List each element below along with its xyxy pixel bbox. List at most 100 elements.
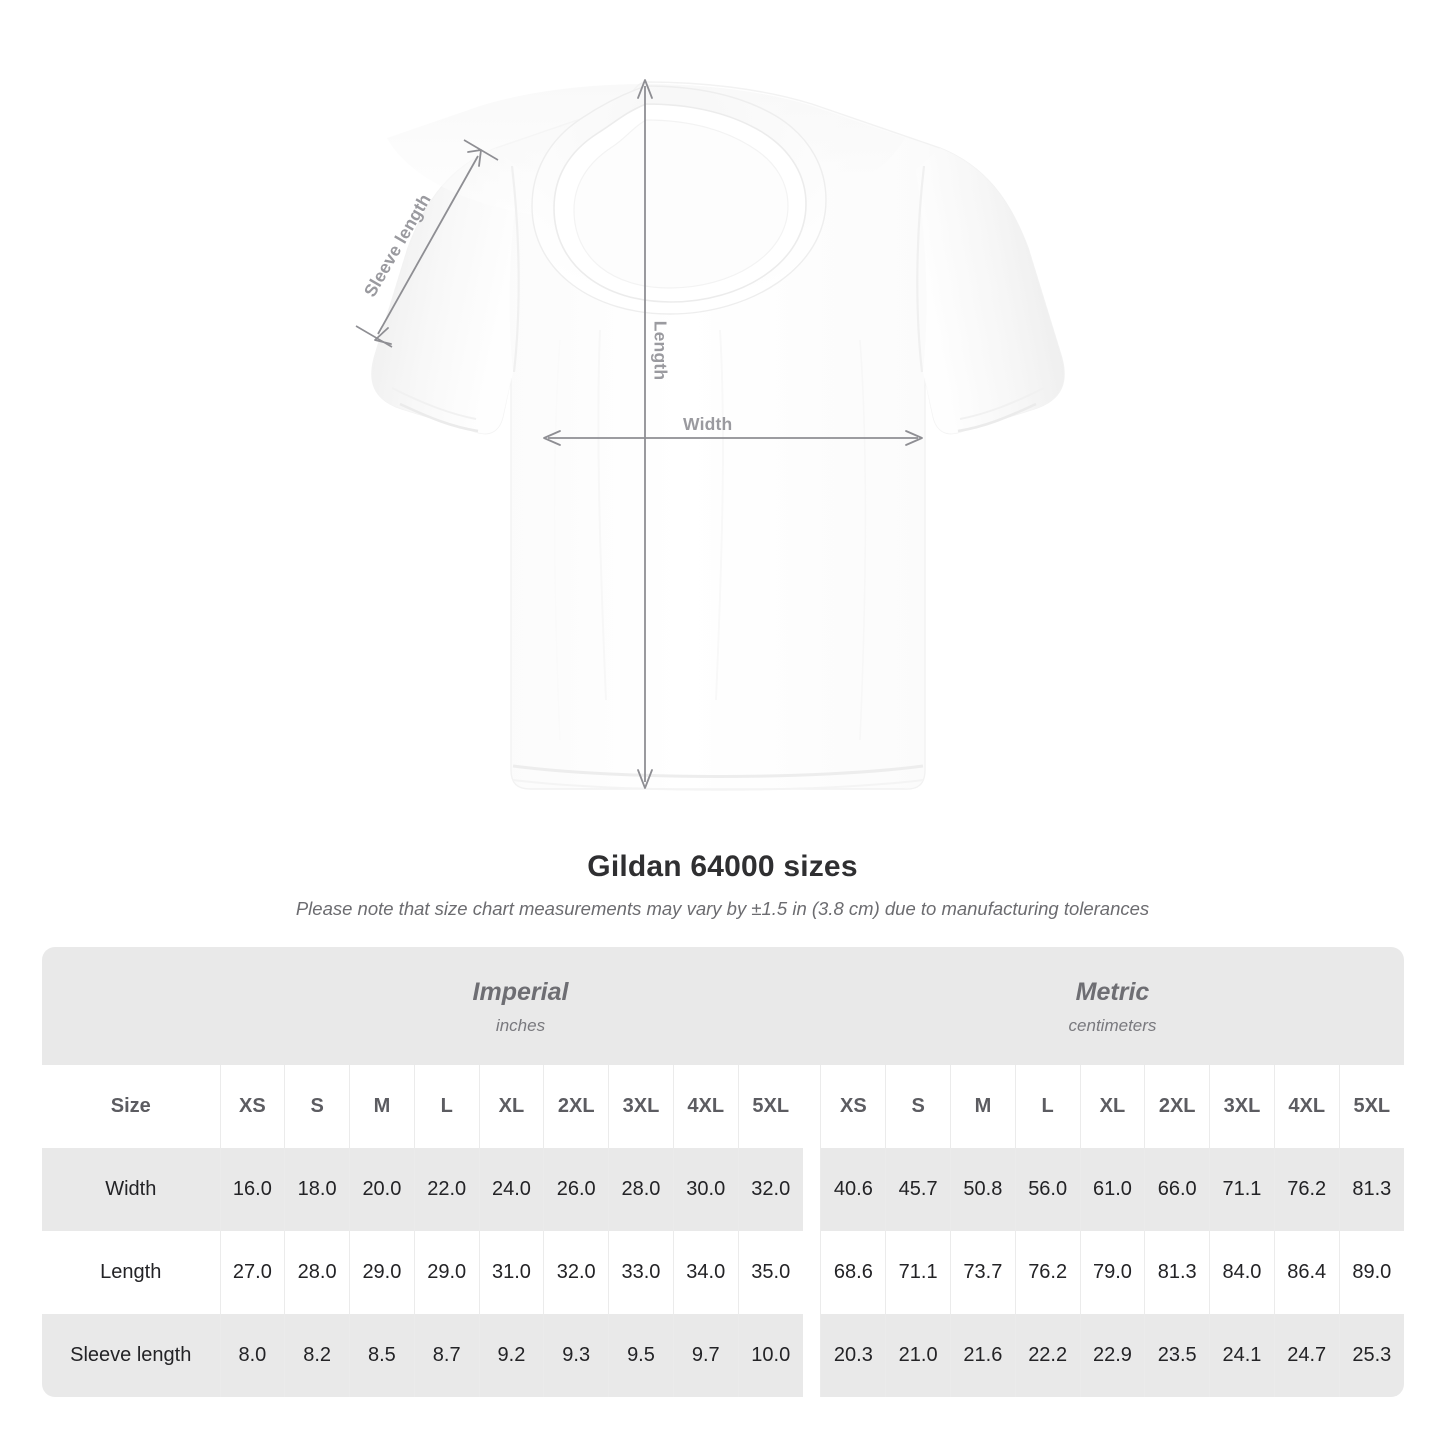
size-header-metric-XL: XL [1079, 1065, 1145, 1148]
cell-sleeve-length-imperial-L: 8.7 [413, 1314, 480, 1397]
cell-length-imperial-3XL: 33.0 [608, 1231, 674, 1314]
size-header-metric-5XL: 5XL [1338, 1065, 1404, 1148]
cell-width-metric-3XL: 71.1 [1209, 1148, 1275, 1231]
cell-width-imperial-S: 18.0 [284, 1148, 350, 1231]
cell-length-imperial-XL: 31.0 [478, 1231, 544, 1314]
unit-header-spacer [42, 947, 220, 1065]
cell-width-imperial-XS: 16.0 [219, 1148, 285, 1231]
size-header-row: Size XS S M L XL 2XL 3XL 4XL 5XL XS S M L XL 2XL 3XL 4XL 5… [42, 1065, 1404, 1148]
unit-measure-name: inches [495, 1015, 546, 1035]
cell-length-imperial-4XL: 34.0 [672, 1231, 739, 1314]
cell-sleeve-length-imperial-2XL: 9.3 [543, 1314, 609, 1397]
cell-sleeve-length-imperial-XS: 8.0 [219, 1314, 285, 1397]
size-header-metric-4XL: 4XL [1273, 1065, 1340, 1148]
cell-width-metric-XL: 61.0 [1079, 1148, 1145, 1231]
cell-width-imperial-5XL: 32.0 [737, 1148, 803, 1231]
size-header-metric-S: S [885, 1065, 951, 1148]
measurement-annotations [355, 79, 923, 789]
unit-gap-cell [802, 1148, 821, 1231]
size-header-imperial-M: M [349, 1065, 415, 1148]
cell-width-metric-4XL: 76.2 [1273, 1148, 1340, 1231]
cell-length-imperial-2XL: 32.0 [543, 1231, 609, 1314]
cell-length-imperial-XS: 27.0 [219, 1231, 285, 1314]
size-header-metric-M: M [950, 1065, 1016, 1148]
table-row: Width 16.0 18.0 20.0 22.0 24.0 26.0 28.0 30.0 32.… [42, 1148, 1404, 1231]
size-header-imperial-S: S [284, 1065, 350, 1148]
cell-sleeve-length-metric-5XL: 25.3 [1338, 1314, 1404, 1397]
size-chart-table: Imperial inches Metric centimeters Size XS S M L… [42, 947, 1404, 1397]
cell-width-metric-XS: 40.6 [820, 1148, 886, 1231]
unit-header-imperial: Imperial inches [220, 947, 821, 1065]
size-header-imperial-2XL: 2XL [543, 1065, 609, 1148]
sleeve-length-dimension-arrow [355, 139, 499, 348]
size-header-imperial-5XL: 5XL [737, 1065, 803, 1148]
cell-sleeve-length-imperial-M: 8.5 [349, 1314, 415, 1397]
tshirt-illustration [355, 79, 1065, 791]
cell-length-metric-S: 71.1 [885, 1231, 951, 1314]
size-header-imperial-L: L [413, 1065, 480, 1148]
unit-measure-name: centimeters [1068, 1015, 1157, 1035]
cell-length-metric-2XL: 81.3 [1144, 1231, 1210, 1314]
table-row: Sleeve length 8.0 8.2 8.5 8.7 9.2 9.3 9.5 9.7 10.… [42, 1314, 1404, 1397]
cell-width-imperial-4XL: 30.0 [672, 1148, 739, 1231]
tolerance-note: Please note that size chart measurements… [295, 898, 1150, 919]
size-header-imperial-XL: XL [478, 1065, 544, 1148]
cell-sleeve-length-imperial-XL: 9.2 [478, 1314, 544, 1397]
size-header-metric-2XL: 2XL [1144, 1065, 1210, 1148]
cell-sleeve-length-metric-4XL: 24.7 [1273, 1314, 1340, 1397]
cell-length-metric-M: 73.7 [950, 1231, 1016, 1314]
unit-system-name: Imperial [472, 977, 569, 1006]
size-header-metric-3XL: 3XL [1209, 1065, 1275, 1148]
cell-width-metric-L: 56.0 [1014, 1148, 1081, 1231]
cell-sleeve-length-metric-M: 21.6 [950, 1314, 1016, 1397]
cell-sleeve-length-metric-XL: 22.9 [1079, 1314, 1145, 1397]
garment-shape [371, 81, 1065, 791]
cell-sleeve-length-metric-S: 21.0 [885, 1314, 951, 1397]
size-chart-table-container: Imperial inches Metric centimeters Size XS S M L… [42, 947, 1404, 1397]
length-dimension-arrow [637, 79, 653, 789]
cell-width-metric-M: 50.8 [950, 1148, 1016, 1231]
cell-sleeve-length-metric-XS: 20.3 [820, 1314, 886, 1397]
size-header-label: Size [42, 1065, 220, 1148]
cell-length-metric-XS: 68.6 [820, 1231, 886, 1314]
cell-sleeve-length-imperial-4XL: 9.7 [672, 1314, 739, 1397]
row-label-width: Width [42, 1148, 220, 1231]
cell-length-imperial-L: 29.0 [413, 1231, 480, 1314]
cell-sleeve-length-metric-3XL: 24.1 [1209, 1314, 1275, 1397]
cell-length-metric-XL: 79.0 [1079, 1231, 1145, 1314]
cell-length-metric-3XL: 84.0 [1209, 1231, 1275, 1314]
cell-length-imperial-M: 29.0 [349, 1231, 415, 1314]
size-header-metric-XS: XS [820, 1065, 886, 1148]
page-title: Gildan 64000 sizes [587, 850, 858, 883]
size-header-imperial-3XL: 3XL [608, 1065, 674, 1148]
unit-system-name: Metric [1075, 977, 1150, 1006]
row-label-sleeve-length: Sleeve length [42, 1314, 220, 1397]
cell-width-imperial-M: 20.0 [349, 1148, 415, 1231]
unit-gap-cell [802, 1065, 821, 1148]
cell-sleeve-length-metric-L: 22.2 [1014, 1314, 1081, 1397]
cell-length-imperial-S: 28.0 [284, 1231, 350, 1314]
cell-length-metric-5XL: 89.0 [1338, 1231, 1404, 1314]
unit-header-metric: Metric centimeters [820, 947, 1404, 1065]
tshirt-measurement-diagram: Sleeve length Length Width [355, 79, 1065, 791]
unit-gap-cell [802, 1314, 821, 1397]
cell-length-metric-L: 76.2 [1014, 1231, 1081, 1314]
cell-length-metric-4XL: 86.4 [1273, 1231, 1340, 1314]
cell-width-imperial-L: 22.0 [413, 1148, 480, 1231]
width-dimension-arrow [543, 430, 923, 446]
cell-sleeve-length-imperial-5XL: 10.0 [737, 1314, 803, 1397]
size-header-imperial-4XL: 4XL [672, 1065, 739, 1148]
cell-sleeve-length-imperial-S: 8.2 [284, 1314, 350, 1397]
size-header-imperial-XS: XS [219, 1065, 285, 1148]
cell-width-imperial-3XL: 28.0 [608, 1148, 674, 1231]
unit-header-row: Imperial inches Metric centimeters [42, 947, 1404, 1065]
cell-width-imperial-XL: 24.0 [478, 1148, 544, 1231]
table-row: Length 27.0 28.0 29.0 29.0 31.0 32.0 33.0 34.0 35… [42, 1231, 1404, 1314]
size-header-metric-L: L [1014, 1065, 1081, 1148]
cell-sleeve-length-metric-2XL: 23.5 [1144, 1314, 1210, 1397]
cell-width-metric-5XL: 81.3 [1338, 1148, 1404, 1231]
cell-length-imperial-5XL: 35.0 [737, 1231, 803, 1314]
cell-width-metric-2XL: 66.0 [1144, 1148, 1210, 1231]
cell-sleeve-length-imperial-3XL: 9.5 [608, 1314, 674, 1397]
unit-gap-cell [802, 1231, 821, 1314]
